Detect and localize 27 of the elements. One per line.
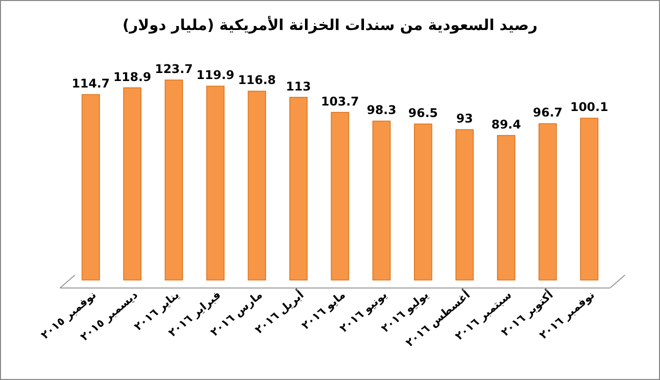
data-label: 103.7 (321, 94, 359, 108)
bar (372, 120, 391, 280)
data-label: 93 (456, 112, 473, 126)
bar (580, 118, 598, 280)
bar (538, 123, 557, 280)
data-label: 114.7 (72, 76, 110, 91)
bar (206, 86, 225, 280)
bar (164, 80, 183, 280)
bar (414, 124, 432, 280)
bar (497, 135, 516, 280)
data-label: 113 (286, 79, 311, 94)
data-label: 96.7 (532, 106, 562, 120)
data-label: 89.4 (491, 117, 521, 132)
bar (455, 129, 474, 280)
data-label: 96.5 (408, 106, 438, 120)
bar (248, 90, 266, 280)
data-label: 119.9 (196, 68, 234, 82)
chart-title: رصيد السعودية من سندات الخزانة الأمريكية (مليار دولار) (122, 15, 538, 34)
bar (330, 112, 350, 280)
bar (82, 94, 100, 280)
data-label: 118.9 (113, 70, 152, 84)
data-label: 98.3 (366, 103, 396, 118)
bar (123, 87, 142, 280)
data-label: 100.1 (570, 100, 608, 114)
bar (289, 96, 308, 280)
data-label: 116.8 (238, 73, 276, 88)
data-label: 123.7 (154, 62, 193, 76)
